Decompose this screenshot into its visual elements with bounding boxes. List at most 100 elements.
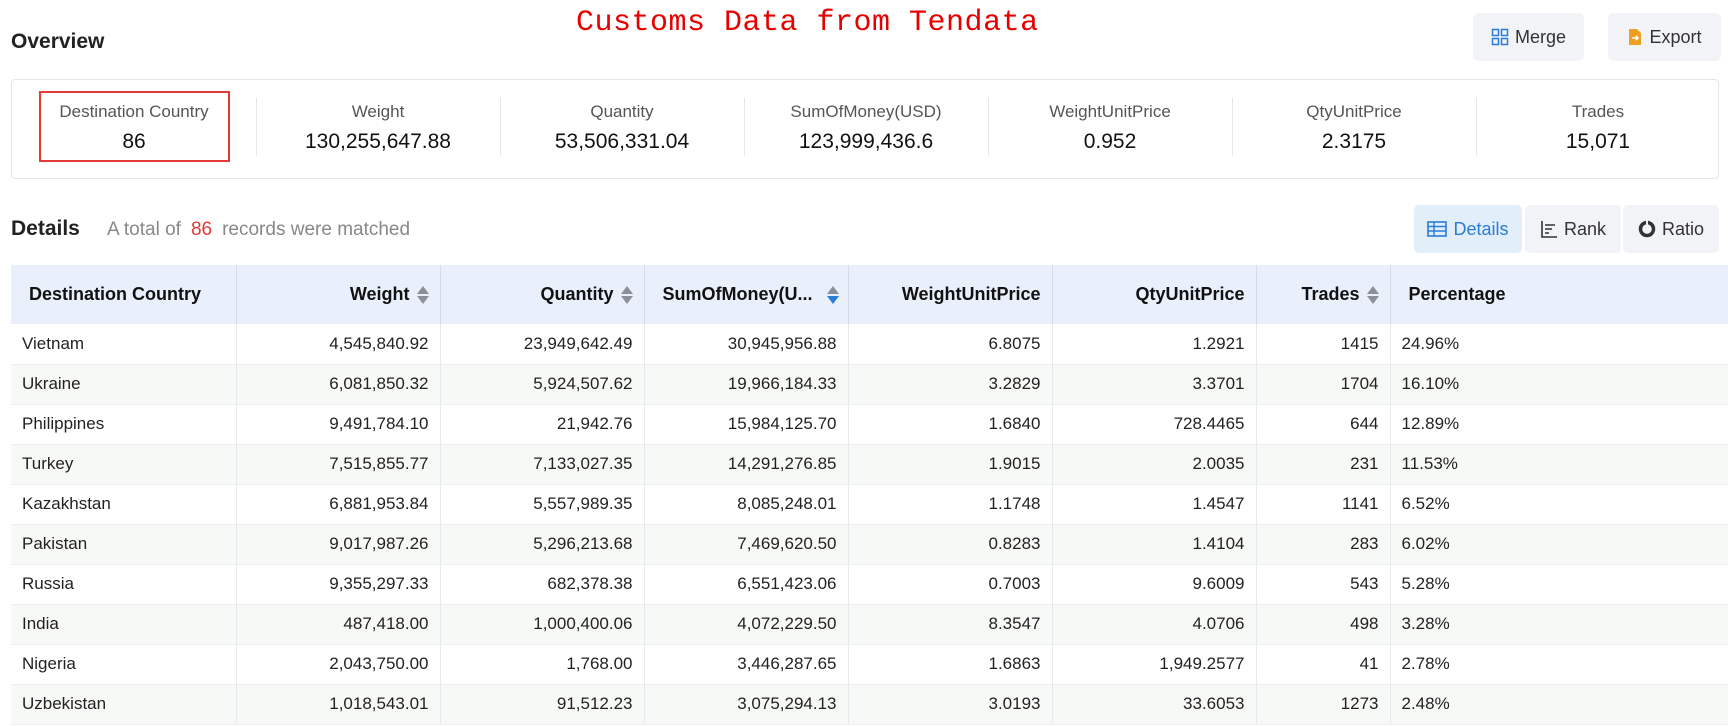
stat-weight: Weight 130,255,647.88 (256, 80, 500, 178)
stat-label: Trades (1571, 102, 1625, 121)
stat-qty-unit-price: QtyUnitPrice 2.3175 (1232, 80, 1476, 178)
col-header-quantity[interactable]: Quantity (440, 265, 645, 324)
cell-qty-unit-price: 1.2921 (1052, 324, 1257, 365)
table-row[interactable]: Nigeria 2,043,750.00 1,768.00 3,446,287.65 1… (11, 644, 1728, 685)
stat-sum-of-money: SumOfMoney(USD) 123,999,436.6 (744, 80, 988, 178)
cell-sum-of-money: 14,291,276.85 (644, 444, 849, 485)
col-header-qty-unit-price: QtyUnitPrice (1052, 265, 1257, 324)
count-prefix: A total of (107, 219, 181, 240)
cell-weight: 9,355,297.33 (236, 564, 441, 605)
stat-label: QtyUnitPrice (1306, 102, 1402, 121)
stat-label: Destination Country (59, 102, 209, 121)
tab-details-label: Details (1453, 218, 1509, 239)
export-button[interactable]: Export (1608, 13, 1721, 61)
cell-weight-unit-price: 1.1748 (848, 484, 1053, 525)
cell-percentage: 6.52% (1390, 484, 1728, 525)
table-row[interactable]: Pakistan 9,017,987.26 5,296,213.68 7,469,62… (11, 524, 1728, 565)
cell-trades: 1273 (1256, 684, 1391, 725)
cell-sum-of-money: 15,984,125.70 (644, 404, 849, 445)
stat-value: 123,999,436.6 (798, 130, 934, 153)
col-header-weight-unit-price: WeightUnitPrice (848, 265, 1053, 324)
merge-button[interactable]: Merge (1473, 13, 1584, 61)
stat-label: Quantity (590, 102, 654, 121)
table-row[interactable]: Russia 9,355,297.33 682,378.38 6,551,423.06… (11, 564, 1728, 605)
table-row[interactable]: Turkey 7,515,855.77 7,133,027.35 14,291,276… (11, 444, 1728, 485)
table-row[interactable]: India 487,418.00 1,000,400.06 4,072,229.50 8… (11, 604, 1728, 645)
cell-trades: 231 (1256, 444, 1391, 485)
cell-weight: 9,017,987.26 (236, 524, 441, 565)
table-row[interactable]: Philippines 9,491,784.10 21,942.76 15,984,1… (11, 404, 1728, 445)
cell-sum-of-money: 8,085,248.01 (644, 484, 849, 525)
overview-title: Overview (11, 30, 105, 53)
cell-qty-unit-price: 9.6009 (1052, 564, 1257, 605)
cell-percentage: 12.89% (1390, 404, 1728, 445)
cell-trades: 1141 (1256, 484, 1391, 525)
tab-rank[interactable]: Rank (1525, 205, 1621, 253)
col-header-destination-country: Destination Country (11, 265, 237, 324)
records-matched-text: A total of 86 records were matched (107, 219, 410, 241)
divider (988, 98, 989, 156)
divider (500, 98, 501, 156)
cell-weight-unit-price: 3.0193 (848, 684, 1053, 725)
cell-trades: 1415 (1256, 324, 1391, 365)
table-row[interactable]: Kazakhstan 6,881,953.84 5,557,989.35 8,085,… (11, 484, 1728, 525)
cell-qty-unit-price: 2.0035 (1052, 444, 1257, 485)
cell-qty-unit-price: 33.6053 (1052, 684, 1257, 725)
cell-weight-unit-price: 1.6863 (848, 644, 1053, 685)
cell-percentage: 2.48% (1390, 684, 1728, 725)
cell-country: Kazakhstan (11, 484, 237, 525)
cell-country: Russia (11, 564, 237, 605)
col-header-weight[interactable]: Weight (236, 265, 441, 324)
table-row[interactable]: Ukraine 6,081,850.32 5,924,507.62 19,966,18… (11, 364, 1728, 405)
sort-icon[interactable] (1366, 285, 1379, 305)
cell-quantity: 21,942.76 (440, 404, 645, 445)
cell-sum-of-money: 3,075,294.13 (644, 684, 849, 725)
cell-weight-unit-price: 1.6840 (848, 404, 1053, 445)
col-header-sum-of-money[interactable]: SumOfMoney(U... (644, 265, 849, 324)
stat-trades: Trades 15,071 (1476, 80, 1720, 178)
stat-value: 15,071 (1565, 130, 1631, 153)
cell-trades: 41 (1256, 644, 1391, 685)
col-header-trades[interactable]: Trades (1256, 265, 1391, 324)
cell-qty-unit-price: 728.4465 (1052, 404, 1257, 445)
stat-weight-unit-price: WeightUnitPrice 0.952 (988, 80, 1232, 178)
stat-label: WeightUnitPrice (1049, 102, 1171, 121)
cell-trades: 543 (1256, 564, 1391, 605)
cell-percentage: 16.10% (1390, 364, 1728, 405)
cell-quantity: 682,378.38 (440, 564, 645, 605)
sort-icon[interactable] (416, 285, 429, 305)
tab-ratio[interactable]: Ratio (1623, 205, 1719, 253)
count-suffix: records were matched (222, 219, 411, 240)
cell-trades: 498 (1256, 604, 1391, 645)
cell-sum-of-money: 3,446,287.65 (644, 644, 849, 685)
cell-quantity: 7,133,027.35 (440, 444, 645, 485)
table-row[interactable]: Uzbekistan 1,018,543.01 91,512.23 3,075,294… (11, 684, 1728, 725)
details-table: Destination Country Weight Quantity SumO… (11, 265, 1728, 725)
cell-weight-unit-price: 0.7003 (848, 564, 1053, 605)
cell-qty-unit-price: 1,949.2577 (1052, 644, 1257, 685)
cell-sum-of-money: 4,072,229.50 (644, 604, 849, 645)
highlight-box (39, 91, 230, 162)
stat-value: 0.952 (1083, 130, 1137, 153)
record-count: 86 (190, 219, 213, 240)
stat-label: Weight (351, 102, 405, 121)
table-header-row: Destination Country Weight Quantity SumO… (11, 265, 1728, 324)
cell-qty-unit-price: 3.3701 (1052, 364, 1257, 405)
cell-weight: 4,545,840.92 (236, 324, 441, 365)
cell-sum-of-money: 6,551,423.06 (644, 564, 849, 605)
stat-value: 53,506,331.04 (554, 130, 690, 153)
cell-country: Turkey (11, 444, 237, 485)
tab-ratio-label: Ratio (1661, 218, 1705, 239)
details-title: Details (11, 217, 80, 240)
cell-quantity: 1,000,400.06 (440, 604, 645, 645)
sort-icon[interactable] (620, 285, 633, 305)
cell-quantity: 5,924,507.62 (440, 364, 645, 405)
cell-weight-unit-price: 6.8075 (848, 324, 1053, 365)
cell-trades: 1704 (1256, 364, 1391, 405)
sort-icon-active[interactable] (826, 285, 839, 305)
table-row[interactable]: Vietnam 4,545,840.92 23,949,642.49 30,945,9… (11, 324, 1728, 365)
cell-country: India (11, 604, 237, 645)
cell-country: Uzbekistan (11, 684, 237, 725)
tab-details[interactable]: Details (1414, 205, 1522, 253)
cell-weight: 9,491,784.10 (236, 404, 441, 445)
